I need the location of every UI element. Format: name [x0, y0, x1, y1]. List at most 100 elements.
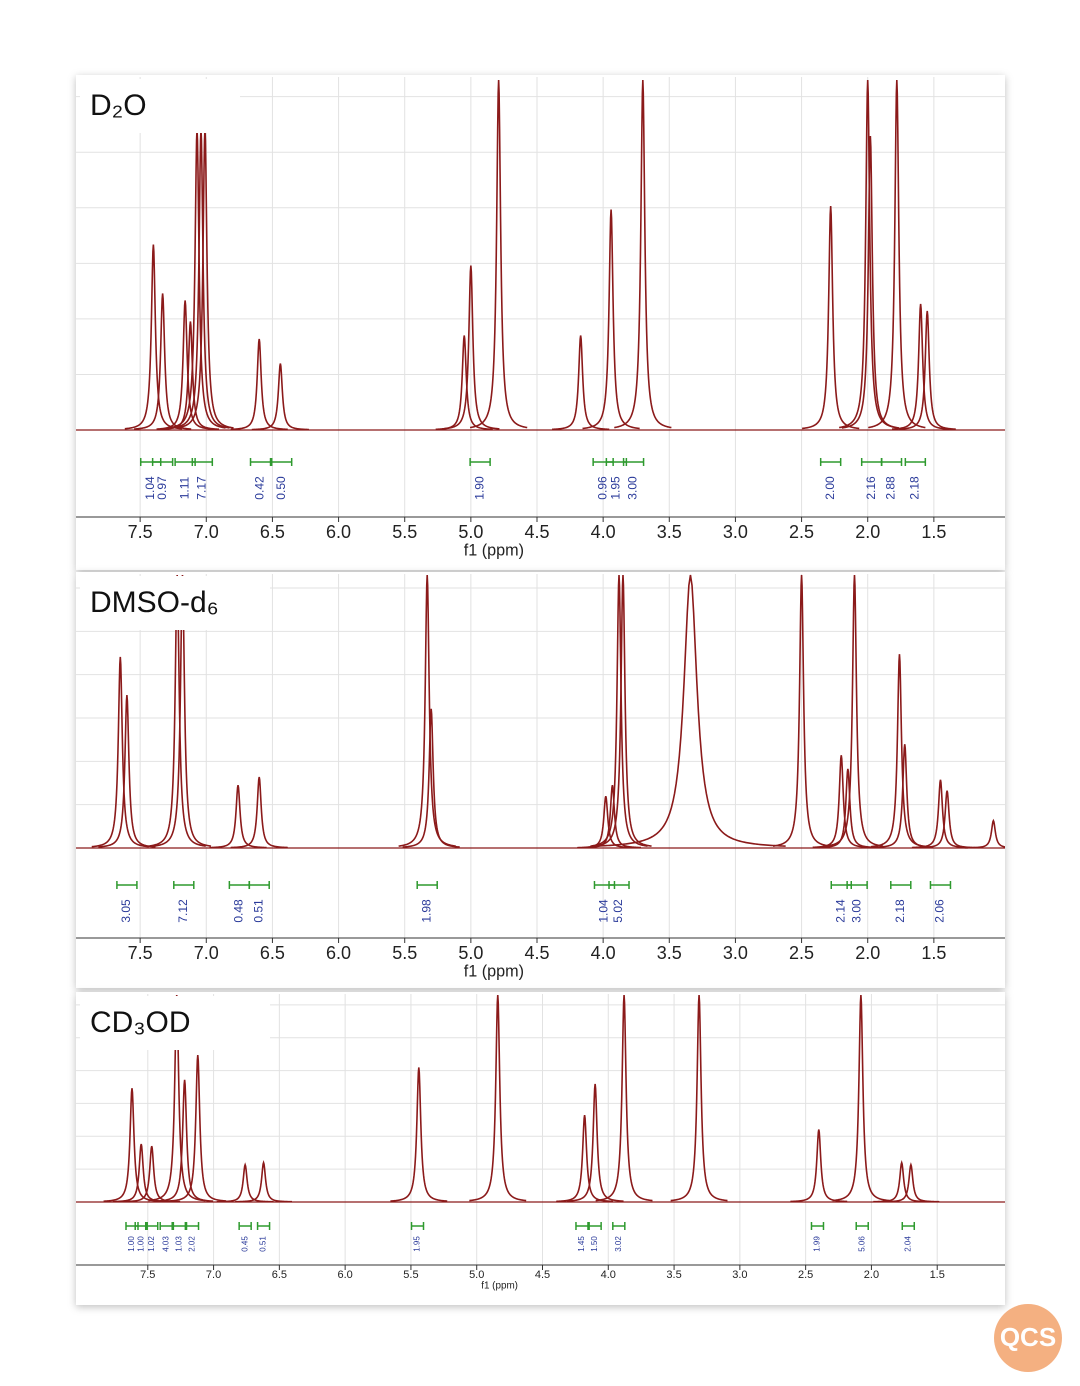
integral-label: 2.88 — [884, 476, 898, 500]
peak — [216, 1162, 274, 1203]
x-tick-label: 3.0 — [723, 943, 748, 963]
x-tick-label: 2.0 — [855, 943, 880, 963]
title-background — [80, 79, 240, 133]
peak — [566, 1083, 624, 1202]
x-tick-label: 5.0 — [469, 1269, 484, 1281]
peak — [841, 135, 900, 429]
x-tick-label: 4.5 — [524, 522, 549, 542]
x-tick-label: 1.5 — [930, 1269, 945, 1281]
integral-label: 0.51 — [259, 1236, 268, 1252]
peak — [819, 768, 877, 849]
peak — [552, 335, 610, 431]
integral-label: 1.11 — [177, 476, 191, 499]
integral-label: 2.06 — [933, 899, 947, 923]
x-tick-label: 4.0 — [591, 522, 616, 542]
integral-label: 1.98 — [419, 899, 433, 923]
x-tick-label: 6.0 — [326, 943, 351, 963]
chart-title: CD₃OD — [90, 1006, 191, 1039]
integral-label: 4.03 — [161, 1236, 170, 1252]
peak — [91, 656, 149, 848]
integral-label: 1.45 — [577, 1236, 586, 1252]
integral-label: 1.95 — [413, 1236, 422, 1252]
x-tick-label: 7.0 — [206, 1269, 221, 1281]
peak — [230, 338, 288, 431]
integral-label: 1.00 — [136, 1236, 145, 1252]
integral-label: 0.50 — [274, 476, 288, 500]
peak — [964, 818, 1005, 849]
x-tick-label: 2.5 — [798, 1269, 813, 1281]
peak — [595, 994, 653, 1202]
x-tick-label: 7.5 — [128, 943, 153, 963]
x-tick-label: 5.5 — [392, 943, 417, 963]
integral-label: 2.02 — [188, 1236, 197, 1252]
panel-background — [76, 75, 1005, 570]
peak — [156, 1079, 214, 1202]
peak — [825, 574, 884, 847]
integral-label: 2.16 — [864, 476, 878, 500]
x-axis-label: f1 (ppm) — [464, 962, 524, 980]
peak — [169, 1054, 227, 1202]
x-tick-label: 6.5 — [272, 1269, 287, 1281]
peak — [148, 574, 206, 847]
integral-label: 1.02 — [147, 1236, 156, 1252]
peak — [442, 265, 500, 430]
x-tick-label: 7.5 — [140, 1269, 155, 1281]
peak — [614, 79, 672, 429]
peak — [209, 785, 267, 849]
integral-label: 0.96 — [595, 476, 609, 500]
x-tick-label: 1.5 — [921, 943, 946, 963]
peak — [251, 363, 309, 431]
integral-label: 2.14 — [833, 899, 847, 923]
x-axis-label: f1 (ppm) — [464, 541, 524, 559]
integral-label: 1.04 — [143, 476, 157, 500]
integral-label: 1.03 — [174, 1236, 183, 1252]
x-tick-label: 2.5 — [789, 522, 814, 542]
integral-label: 3.02 — [614, 1236, 623, 1252]
peak — [582, 209, 640, 430]
x-tick-label: 4.5 — [524, 943, 549, 963]
x-tick-label: 5.0 — [458, 943, 483, 963]
peak — [594, 574, 652, 847]
integral-label: 3.05 — [119, 899, 133, 923]
x-tick-label: 1.5 — [921, 522, 946, 542]
title-background — [80, 996, 270, 1050]
x-tick-label: 4.0 — [591, 943, 616, 963]
integral-label: 1.04 — [597, 899, 611, 923]
x-tick-label: 3.5 — [666, 1269, 681, 1281]
peak — [161, 321, 220, 431]
integral-label: 2.18 — [908, 476, 922, 500]
peak — [590, 574, 648, 847]
panel-background — [76, 572, 1005, 988]
x-tick-label: 3.5 — [657, 943, 682, 963]
spectrum-panel: 7.5 7.0 6.5 6.0 5.5 5.0 4.5 4.0 3.5 3.0 2.5 2.0 1.5 f… — [76, 75, 1005, 570]
peak — [230, 776, 288, 849]
integral-label: 0.97 — [155, 476, 169, 500]
peak — [98, 695, 156, 848]
integral-label: 1.95 — [609, 476, 623, 500]
x-tick-label: 7.0 — [194, 522, 219, 542]
x-tick-label: 2.0 — [855, 522, 880, 542]
integral-label: 1.50 — [590, 1236, 599, 1252]
integral-label: 7.12 — [176, 899, 190, 923]
integral-label: 5.06 — [857, 1236, 866, 1252]
peak — [235, 1160, 293, 1203]
peak — [148, 994, 206, 1202]
integral-label: 3.00 — [626, 476, 640, 500]
title-background — [80, 576, 270, 630]
x-tick-label: 2.5 — [789, 943, 814, 963]
peak — [892, 303, 950, 430]
integral-label: 1.90 — [472, 476, 486, 500]
peak — [156, 300, 214, 430]
peak — [583, 785, 642, 849]
peak — [898, 310, 956, 430]
integral-label: 0.51 — [251, 899, 265, 923]
integral-label: 1.00 — [127, 1236, 136, 1252]
integral-label: 2.18 — [893, 899, 907, 923]
peak — [556, 1114, 614, 1203]
peak — [882, 1162, 940, 1203]
x-tick-label: 5.0 — [458, 522, 483, 542]
x-tick-label: 3.5 — [657, 522, 682, 542]
peak — [469, 994, 527, 1202]
peak — [134, 293, 192, 430]
